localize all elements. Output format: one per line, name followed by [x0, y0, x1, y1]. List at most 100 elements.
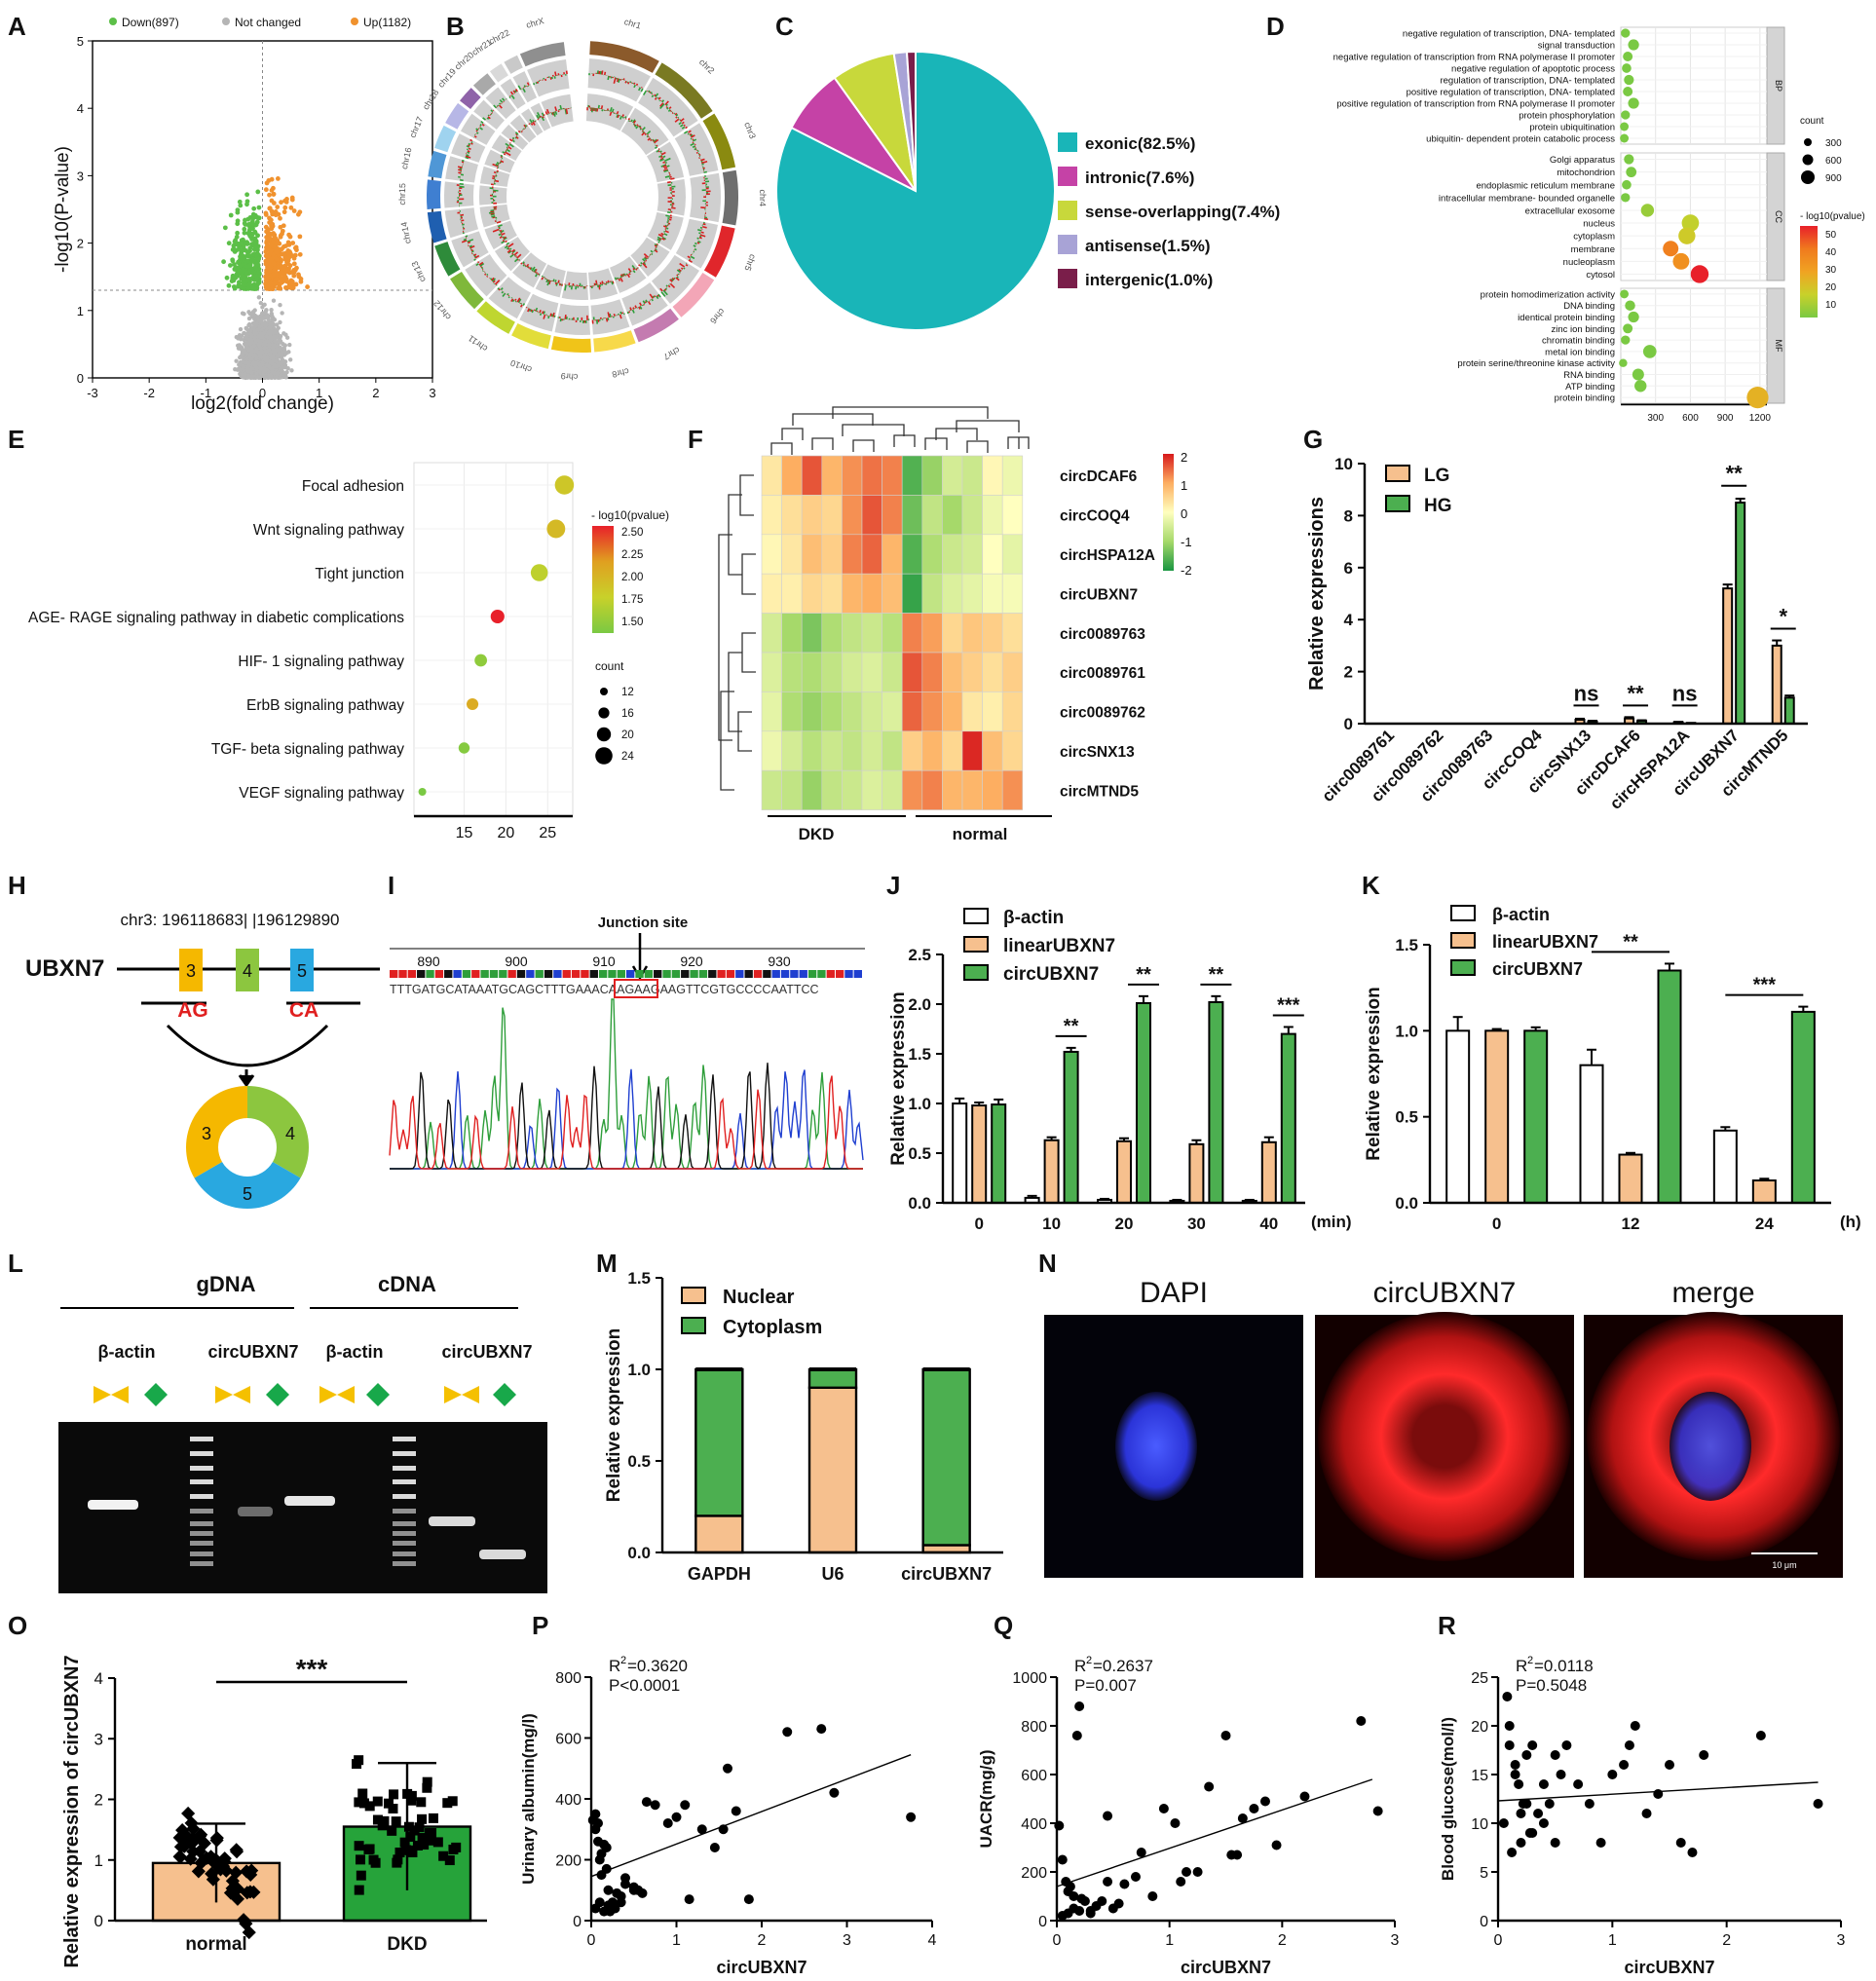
- legend-label: linearUBXN7: [1003, 936, 1115, 956]
- bubble: [530, 564, 548, 581]
- track-mark: [461, 159, 465, 163]
- heatmap-cell: [901, 652, 923, 692]
- point-not-changed: [243, 360, 248, 365]
- heatmap-cell: [861, 652, 882, 692]
- data-point: [364, 1801, 375, 1812]
- scale-label: -1: [1181, 535, 1192, 549]
- point-not-changed: [269, 374, 274, 379]
- point-not-changed: [283, 332, 288, 337]
- track-mark: [473, 135, 477, 138]
- legend-swatch: [1450, 905, 1476, 921]
- ladder-band: [393, 1551, 416, 1556]
- point-up: [264, 247, 269, 253]
- track-mark: [539, 310, 542, 314]
- point-not-changed: [277, 338, 281, 343]
- ladder-band: [190, 1531, 213, 1536]
- row-label: circMTND5: [1060, 783, 1139, 800]
- track-mark: [491, 278, 497, 282]
- data-point: [355, 1854, 365, 1865]
- chromosome-label: chr1: [623, 17, 643, 30]
- point-not-changed: [233, 367, 238, 372]
- x-tick-label: 0: [974, 1215, 983, 1233]
- quality-bar: [790, 970, 799, 978]
- track-mark: [650, 92, 653, 94]
- exon: [290, 949, 314, 991]
- data-point: [1521, 1750, 1532, 1760]
- panel-labels: A B C DE F GH I J KL M NO P Q R: [8, 12, 1456, 1640]
- point-not-changed: [275, 322, 280, 327]
- point-not-changed: [260, 360, 265, 365]
- significance-label: ***: [1753, 975, 1777, 996]
- point-not-changed: [244, 352, 249, 357]
- legend-label: Not changed: [235, 16, 301, 29]
- legend-swatch: [1450, 932, 1476, 949]
- point-up: [275, 175, 281, 181]
- quality-bar: [407, 970, 417, 978]
- data-point: [424, 1828, 434, 1839]
- significance-label: **: [1064, 1016, 1079, 1037]
- point-down: [254, 247, 260, 253]
- legend-swatch: [1058, 235, 1077, 254]
- term-label: identical protein binding: [1518, 313, 1615, 323]
- legend-label: antisense(1.5%): [1085, 237, 1211, 255]
- track-mark: [633, 84, 636, 89]
- track-mark: [465, 156, 469, 160]
- x-tick-label: 12: [1622, 1215, 1640, 1233]
- track-mark: [496, 162, 500, 165]
- data-point: [1299, 1791, 1310, 1802]
- point-down: [238, 203, 244, 208]
- track-mark: [622, 273, 626, 277]
- track-mark: [469, 138, 473, 142]
- r-squared-value: =0.0118: [1534, 1657, 1594, 1675]
- heatmap-cell: [781, 652, 803, 692]
- data-point: [432, 1837, 443, 1848]
- point-not-changed: [234, 358, 239, 363]
- point-not-changed: [257, 324, 262, 330]
- track-mark: [677, 116, 680, 119]
- track-mark: [509, 247, 512, 250]
- track-mark: [690, 133, 694, 137]
- point-not-changed: [240, 311, 245, 316]
- point-down: [249, 282, 255, 288]
- bubble: [1620, 289, 1630, 299]
- track-mark: [609, 313, 612, 318]
- track-mark: [645, 299, 649, 303]
- data-point: [1502, 1692, 1513, 1701]
- point-up: [275, 205, 281, 209]
- track-mark: [524, 264, 527, 267]
- point-down: [224, 275, 230, 280]
- track-mark: [554, 281, 557, 285]
- track-mark: [633, 124, 636, 127]
- quality-bar: [654, 970, 662, 978]
- track-mark: [554, 71, 557, 77]
- point-not-changed: [275, 343, 281, 349]
- heatmap-cell: [761, 613, 782, 654]
- y-tick-label: 5: [1480, 1865, 1488, 1882]
- significance-label: ns: [1672, 681, 1698, 705]
- point-up: [266, 231, 272, 237]
- heatmap-cell: [982, 613, 1003, 654]
- heatmap-cell: [921, 495, 943, 536]
- point-up: [270, 221, 276, 227]
- track-mark: [551, 111, 555, 116]
- track-mark: [665, 284, 668, 287]
- y-tick-label: 1.0: [1395, 1022, 1418, 1040]
- data-point: [400, 1845, 411, 1855]
- term-label: RNA binding: [1563, 370, 1615, 381]
- dendrogram-branch: [832, 406, 989, 419]
- heatmap-cell: [761, 495, 782, 536]
- group-label: gDNA: [196, 1272, 255, 1296]
- legend-label: circUBXN7: [1003, 964, 1099, 985]
- track-mark: [467, 151, 470, 154]
- point-down: [234, 234, 240, 240]
- point-down: [243, 247, 248, 253]
- data-point: [1544, 1799, 1555, 1809]
- track-mark: [660, 155, 663, 159]
- heatmap-cell: [781, 691, 803, 732]
- track-mark: [631, 309, 635, 314]
- legend-label: circUBXN7: [1492, 959, 1583, 979]
- track-mark: [494, 179, 500, 183]
